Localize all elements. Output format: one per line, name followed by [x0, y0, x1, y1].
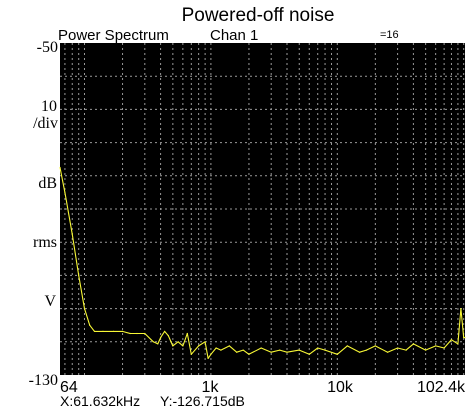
data-point — [182, 345, 184, 347]
data-point — [198, 345, 200, 347]
data-point — [78, 274, 80, 276]
data-point — [102, 330, 104, 332]
data-point — [136, 332, 138, 335]
data-point — [186, 332, 188, 335]
cursor-y-readout: Y:-126.715dB — [160, 393, 245, 409]
data-point — [177, 341, 179, 343]
data-point — [435, 345, 437, 347]
chart-title: Powered-off noise — [182, 5, 335, 26]
data-point — [210, 353, 212, 355]
data-point — [167, 335, 169, 337]
y-unit-label-v: V — [44, 293, 56, 310]
data-point — [286, 351, 288, 353]
data-point — [160, 337, 162, 339]
data-point — [387, 351, 389, 353]
data-point — [397, 347, 399, 349]
data-point — [152, 341, 154, 343]
cursor-x-readout: X:61.632kHz — [60, 393, 140, 409]
measurement-label: Power Spectrum — [58, 27, 169, 44]
data-point — [412, 343, 414, 345]
data-point — [464, 337, 466, 339]
data-point — [365, 349, 367, 351]
series-line — [59, 167, 465, 359]
data-point — [460, 308, 462, 310]
data-point — [113, 330, 115, 332]
data-point — [450, 339, 452, 341]
x-tick-label-64: 64 — [60, 379, 78, 396]
data-point — [121, 330, 124, 332]
data-point — [144, 332, 146, 335]
data-point — [270, 351, 272, 353]
y-bottom-tick-label: -130 — [29, 372, 58, 389]
data-point — [204, 341, 206, 343]
data-point — [346, 345, 348, 347]
data-point — [317, 347, 319, 349]
data-point — [83, 308, 86, 310]
data-point — [457, 343, 459, 345]
x-tick-label-10k: 10k — [327, 379, 354, 396]
y-unit-label-rms: rms — [33, 234, 57, 251]
data-point — [260, 347, 262, 349]
data-point — [71, 233, 73, 235]
data-point — [443, 347, 445, 349]
average-count-label: =16 — [380, 29, 399, 41]
data-point — [248, 353, 250, 355]
y-unit-label-per-div: /div — [33, 115, 58, 132]
data-point — [172, 345, 174, 347]
data-point — [324, 349, 326, 351]
data-point — [308, 353, 310, 355]
data-point — [279, 349, 281, 351]
data-point — [89, 324, 91, 326]
data-point — [157, 343, 159, 345]
x-tick-label-102-4k: 102.4k — [417, 379, 466, 396]
data-point — [164, 330, 166, 332]
data-point — [93, 330, 96, 332]
data-point — [405, 349, 407, 351]
data-point — [242, 349, 244, 351]
y-unit-label-scale: 10 — [41, 98, 57, 115]
data-point — [215, 347, 217, 349]
data-point — [374, 345, 376, 347]
channel-label: Chan 1 — [210, 27, 258, 44]
y-unit-label-db: dB — [38, 175, 57, 192]
data-point — [236, 351, 238, 353]
data-point — [220, 349, 222, 351]
grid — [60, 43, 465, 375]
data-points — [59, 166, 466, 359]
data-point — [64, 191, 66, 193]
y-top-tick-label: -50 — [37, 39, 58, 56]
data-point — [463, 337, 465, 339]
data-point — [336, 353, 338, 355]
x-tick-label-1k: 1k — [202, 379, 220, 396]
data-point — [190, 353, 192, 355]
data-point — [425, 349, 427, 351]
data-point — [228, 345, 230, 347]
data-point — [298, 349, 300, 351]
data-point — [129, 332, 131, 335]
data-point — [59, 166, 61, 169]
data-point — [207, 357, 209, 359]
data-point — [359, 351, 361, 353]
